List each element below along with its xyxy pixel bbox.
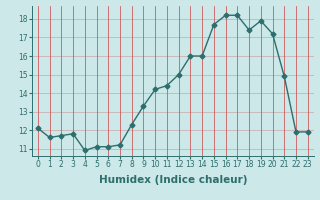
- X-axis label: Humidex (Indice chaleur): Humidex (Indice chaleur): [99, 175, 247, 185]
